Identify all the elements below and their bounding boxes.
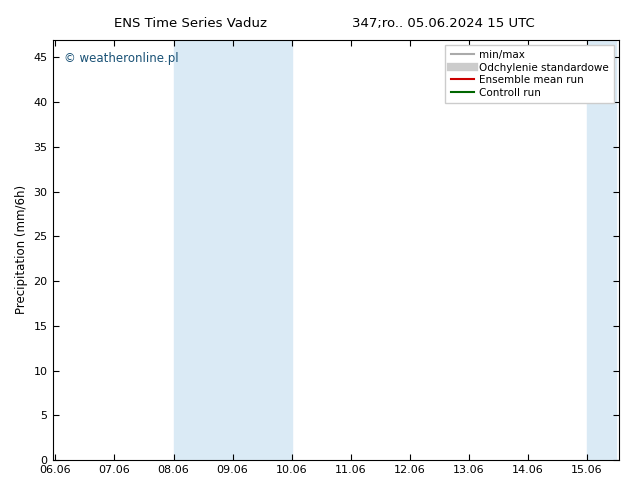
Bar [586, 40, 601, 460]
Text: 347;ro.. 05.06.2024 15 UTC: 347;ro.. 05.06.2024 15 UTC [353, 17, 535, 30]
Bar [174, 40, 203, 460]
Bar [601, 40, 616, 460]
Bar [262, 40, 292, 460]
Legend: min/max, Odchylenie standardowe, Ensemble mean run, Controll run: min/max, Odchylenie standardowe, Ensembl… [446, 45, 614, 103]
Text: ENS Time Series Vaduz: ENS Time Series Vaduz [113, 17, 267, 30]
Bar [203, 40, 262, 460]
Y-axis label: Precipitation (mm/6h): Precipitation (mm/6h) [15, 185, 28, 315]
Text: © weatheronline.pl: © weatheronline.pl [64, 52, 179, 65]
